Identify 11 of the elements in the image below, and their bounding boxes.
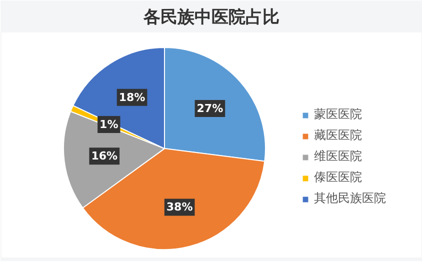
data-label: 1% xyxy=(100,118,118,131)
data-label: 27% xyxy=(196,102,224,115)
legend-label: 傣医医院 xyxy=(314,169,362,186)
legend-label: 其他民族医院 xyxy=(314,190,386,207)
legend-label: 蒙医医院 xyxy=(314,106,362,123)
data-label: 38% xyxy=(166,200,193,214)
legend-label: 藏医医院 xyxy=(314,127,362,144)
data-label: 16% xyxy=(91,150,118,163)
legend-label: 维医医院 xyxy=(314,148,362,165)
chart-title: 各民族中医院占比 xyxy=(142,8,280,28)
data-label: 18% xyxy=(118,90,146,104)
